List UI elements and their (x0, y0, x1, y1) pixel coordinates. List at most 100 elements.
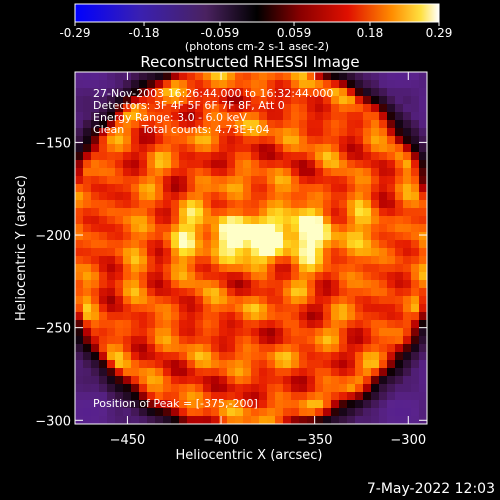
heatmap-cell (379, 152, 388, 161)
heatmap-cell (363, 416, 372, 424)
heatmap-cell (403, 192, 412, 201)
heatmap-cell (331, 368, 340, 377)
heatmap-cell (107, 280, 116, 289)
heatmap-cell (347, 152, 356, 161)
heatmap-cell (371, 392, 380, 401)
heatmap-cell (403, 352, 412, 361)
heatmap-cell (187, 312, 196, 321)
heatmap-cell (379, 192, 388, 201)
x-tick-label: −400 (203, 433, 239, 448)
heatmap-cell (171, 248, 180, 257)
heatmap-cell (211, 400, 220, 409)
heatmap-cell (187, 168, 196, 177)
heatmap-cell (91, 368, 100, 377)
heatmap-cell (155, 320, 164, 329)
heatmap-cell (347, 88, 356, 97)
heatmap-cell (379, 328, 388, 337)
heatmap-cell (355, 224, 364, 233)
heatmap-cell (259, 224, 268, 233)
heatmap-cell (387, 136, 396, 145)
heatmap-cell (91, 360, 100, 369)
heatmap-cell (259, 248, 268, 257)
heatmap-cell (227, 160, 236, 169)
heatmap-cell (363, 248, 372, 257)
heatmap-cell (395, 176, 404, 185)
heatmap-cell (91, 160, 100, 169)
heatmap-cell (163, 304, 172, 313)
heatmap-cell (291, 128, 300, 137)
heatmap-cell (75, 216, 84, 225)
heatmap-cell (203, 288, 212, 297)
heatmap-cell (235, 352, 244, 361)
heatmap-cell (83, 224, 92, 233)
heatmap-cell (235, 248, 244, 257)
heatmap-cell (291, 312, 300, 321)
heatmap-cell (75, 312, 84, 321)
y-tick-label: −250 (35, 322, 71, 337)
heatmap-cell (363, 360, 372, 369)
heatmap-cell (123, 144, 132, 153)
heatmap-cell (99, 176, 108, 185)
heatmap-cell (387, 360, 396, 369)
heatmap-cell (251, 408, 260, 417)
heatmap-cell (283, 120, 292, 129)
heatmap-cell (395, 392, 404, 401)
heatmap-cell (171, 168, 180, 177)
heatmap-cell (123, 184, 132, 193)
heatmap-cell (163, 408, 172, 417)
heatmap-cell (251, 168, 260, 177)
heatmap-cell (75, 304, 84, 313)
heatmap-cell (355, 216, 364, 225)
heatmap-cell (155, 224, 164, 233)
heatmap-cell (307, 96, 316, 105)
heatmap-cell (363, 384, 372, 393)
heatmap-cell (83, 296, 92, 305)
heatmap-cell (163, 168, 172, 177)
heatmap-cell (379, 160, 388, 169)
heatmap-cell (195, 408, 204, 417)
heatmap-cell (163, 288, 172, 297)
heatmap-cell (147, 360, 156, 369)
heatmap-cell (275, 320, 284, 329)
heatmap-cell (179, 128, 188, 137)
heatmap-cell (115, 232, 124, 241)
heatmap-cell (99, 280, 108, 289)
heatmap-cell (243, 416, 252, 424)
heatmap-cell (155, 392, 164, 401)
heatmap-cell (203, 304, 212, 313)
heatmap-cell (227, 208, 236, 217)
heatmap-cell (203, 240, 212, 249)
heatmap-cell (227, 288, 236, 297)
heatmap-cell (147, 416, 156, 424)
heatmap-cell (99, 256, 108, 265)
heatmap-cell (91, 80, 100, 89)
heatmap-cell (107, 160, 116, 169)
heatmap-cell (235, 416, 244, 424)
heatmap-cell (379, 216, 388, 225)
heatmap-cell (83, 80, 92, 89)
heatmap-cell (259, 128, 268, 137)
heatmap-cell (179, 112, 188, 121)
heatmap-cell (163, 400, 172, 409)
heatmap-cell (107, 360, 116, 369)
heatmap-cell (299, 384, 308, 393)
heatmap-cell (211, 312, 220, 321)
heatmap-cell (219, 88, 228, 97)
heatmap-cell (259, 168, 268, 177)
heatmap-cell (267, 120, 276, 129)
heatmap-cell (251, 352, 260, 361)
heatmap-cell (371, 144, 380, 153)
heatmap-cell (99, 376, 108, 385)
heatmap-cell (363, 336, 372, 345)
heatmap-cell (227, 232, 236, 241)
heatmap-cell (291, 88, 300, 97)
heatmap-cell (219, 80, 228, 89)
heatmap-cell (299, 416, 308, 424)
heatmap-cell (403, 136, 412, 145)
heatmap-cell (219, 256, 228, 265)
heatmap-cell (75, 328, 84, 337)
heatmap-cell (403, 72, 412, 81)
heatmap-cell (139, 200, 148, 209)
heatmap-cell (179, 416, 188, 424)
